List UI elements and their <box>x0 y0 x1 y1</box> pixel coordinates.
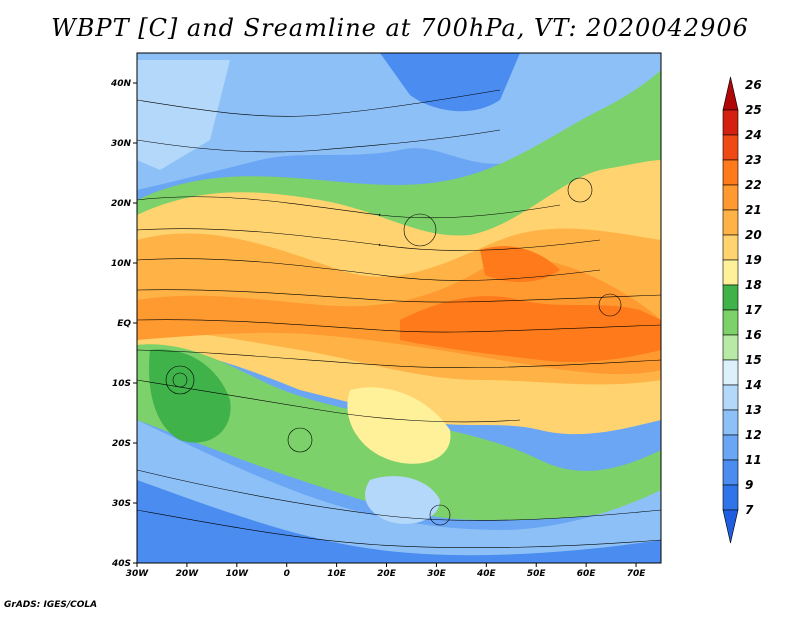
lon-tick-label: 30W <box>126 569 150 579</box>
lon-tick-label: 30E <box>427 569 447 579</box>
colorbar-swatch <box>722 409 739 436</box>
colorbar-label: 25 <box>745 103 762 117</box>
colorbar-label: 12 <box>745 428 762 442</box>
lat-tick-label: 40S <box>111 559 131 569</box>
colorbar-swatch <box>722 309 739 336</box>
colorbar-label: 14 <box>745 378 762 392</box>
colorbar-label: 17 <box>745 303 762 317</box>
colorbar-swatch <box>722 334 739 361</box>
colorbar-swatch <box>722 134 739 161</box>
colorbar-swatch <box>722 76 739 111</box>
colorbar-label: 26 <box>745 78 762 92</box>
lon-tick-label: 70E <box>627 569 647 579</box>
lon-tick-label: 20E <box>377 569 397 579</box>
lon-tick-label: 10E <box>327 569 347 579</box>
grads-credit: GrADS: IGES/COLA <box>4 600 98 610</box>
colorbar-label: 24 <box>745 128 762 142</box>
colorbar-label: 23 <box>745 153 762 167</box>
colorbar-label: 22 <box>745 178 762 192</box>
colorbar-swatch <box>722 459 739 486</box>
lat-tick-label: 20N <box>111 199 132 209</box>
colorbar: 26 25 24 23 22 21 20 19 18 17 16 15 14 13 12 11 9 7 <box>722 76 762 544</box>
colorbar-label: 19 <box>745 253 762 267</box>
lon-tick-label: 50E <box>527 569 547 579</box>
colorbar-label: 18 <box>745 278 762 292</box>
lon-tick-label: 10W <box>226 569 250 579</box>
lon-tick-label: 20W <box>176 569 200 579</box>
colorbar-swatch <box>722 159 739 186</box>
colorbar-label: 11 <box>745 453 762 467</box>
colorbar-swatch <box>722 284 739 311</box>
colorbar-swatch <box>722 234 739 261</box>
colorbar-swatch <box>722 434 739 461</box>
colorbar-label: 21 <box>745 203 762 217</box>
colorbar-label: 13 <box>745 403 762 417</box>
colorbar-label: 15 <box>745 353 762 367</box>
colorbar-swatch <box>722 509 739 544</box>
colorbar-swatch <box>722 209 739 236</box>
colorbar-swatch <box>722 259 739 286</box>
lat-tick-label: 30S <box>112 499 131 509</box>
lon-tick-label: 40E <box>476 569 497 579</box>
colorbar-swatch <box>722 184 739 211</box>
lat-tick-label: 40N <box>110 79 132 89</box>
map-title: WBPT [C] and Sreamline at 700hPa, VT: 20… <box>51 14 749 42</box>
lon-tick-label: 0 <box>284 569 290 579</box>
colorbar-swatch <box>722 109 739 136</box>
colorbar-swatch <box>722 484 739 511</box>
streamlines <box>137 89 661 549</box>
colorbar-label: 9 <box>745 478 753 492</box>
wbpt-field <box>137 53 661 563</box>
colorbar-swatch <box>722 359 739 386</box>
map-frame <box>136 52 662 564</box>
lat-tick-label: 10S <box>112 379 131 389</box>
lat-tick-label: 10N <box>111 259 132 269</box>
lat-tick-label: 20S <box>112 439 131 449</box>
lat-tick-label: EQ <box>117 319 131 329</box>
lat-tick-label: 30N <box>111 139 132 149</box>
colorbar-label: 16 <box>745 328 762 342</box>
colorbar-label: 20 <box>745 228 762 242</box>
longitude-axis: 30W 20W 10W 0 10E 20E 30E 40E 50E 60E 70E <box>126 563 646 579</box>
colorbar-label: 7 <box>745 503 754 517</box>
colorbar-swatch <box>722 384 739 411</box>
latitude-axis: 40N 30N 20N 10N EQ 10S 20S 30S 40S <box>110 79 137 569</box>
lon-tick-label: 60E <box>577 569 597 579</box>
